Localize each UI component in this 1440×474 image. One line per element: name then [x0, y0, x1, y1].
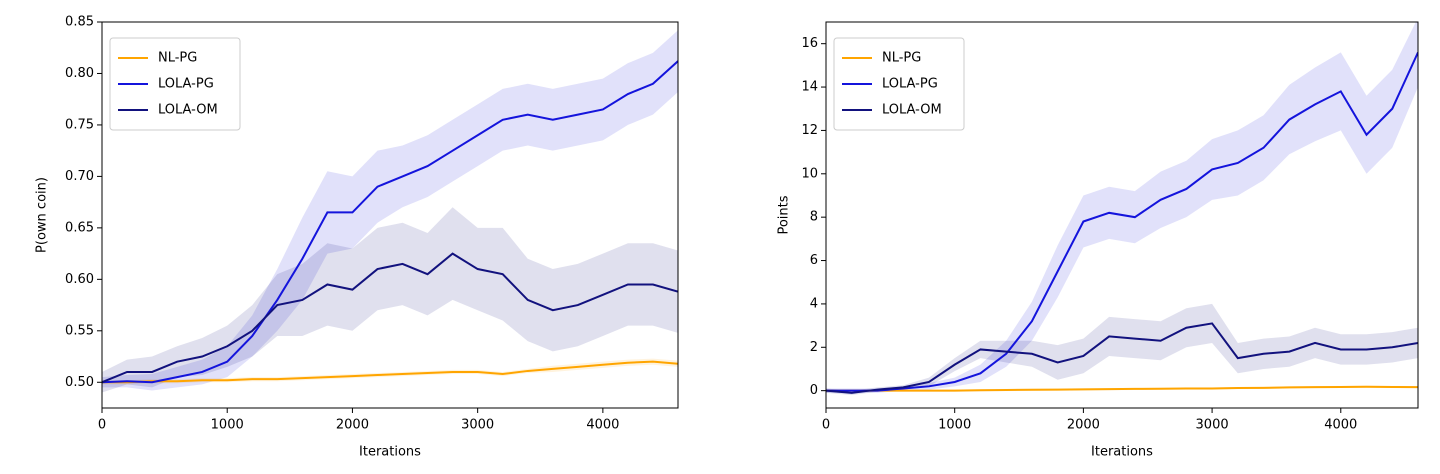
y-tick-label: 0.55 — [65, 323, 94, 338]
plot-frame — [825, 21, 1419, 409]
y-tick-label: 0.80 — [65, 66, 94, 81]
series-line — [102, 60, 678, 384]
legend-label: LOLA-OM — [158, 103, 218, 118]
x-tick-label: 4000 — [1324, 418, 1357, 433]
y-tick-label: 16 — [801, 36, 818, 51]
x-tick-label: 0 — [822, 418, 830, 433]
series-line — [826, 51, 1418, 392]
y-tick-label: 0 — [810, 383, 818, 398]
y-tick-label: 0.85 — [65, 15, 94, 30]
x-tick-label: 1000 — [938, 418, 971, 433]
y-tick-label: 0.65 — [65, 220, 94, 235]
y-tick-label: 8 — [810, 210, 818, 225]
error-band — [826, 303, 1418, 395]
x-tick-label: 3000 — [461, 418, 494, 433]
y-axis-label: P(own coin) — [35, 177, 50, 253]
y-tick-label: 0.50 — [65, 375, 94, 390]
y-tick-label: 14 — [801, 80, 818, 95]
y-tick-label: 2 — [810, 340, 818, 355]
legend-box — [109, 37, 241, 131]
legend-label: LOLA-OM — [882, 103, 942, 118]
series-line — [826, 322, 1418, 394]
y-tick-label: 4 — [810, 296, 818, 311]
legend-label: LOLA-PG — [158, 77, 214, 92]
y-axis-label: Points — [777, 195, 792, 234]
legend-label: NL-PG — [882, 51, 921, 66]
error-band — [102, 207, 678, 393]
series-line — [826, 385, 1418, 392]
series-line — [102, 360, 678, 384]
error-band — [102, 30, 678, 391]
series-line — [102, 252, 678, 384]
legend-label: LOLA-PG — [882, 77, 938, 92]
y-tick-label: 0.70 — [65, 169, 94, 184]
x-axis-label: Iterations — [359, 445, 421, 460]
x-tick-label: 2000 — [1067, 418, 1100, 433]
x-tick-label: 2000 — [336, 418, 369, 433]
legend-box — [833, 37, 965, 131]
x-tick-label: 0 — [98, 418, 106, 433]
x-tick-label: 4000 — [586, 418, 619, 433]
legend-label: NL-PG — [158, 51, 197, 66]
x-tick-label: 3000 — [1196, 418, 1229, 433]
y-tick-label: 0.60 — [65, 272, 94, 287]
plot-frame — [101, 21, 679, 409]
y-tick-label: 10 — [801, 166, 818, 181]
error-band — [102, 358, 678, 385]
x-tick-label: 1000 — [211, 418, 244, 433]
y-tick-label: 6 — [810, 253, 818, 268]
y-tick-label: 12 — [801, 123, 818, 138]
x-axis-label: Iterations — [1091, 445, 1153, 460]
error-band — [826, 22, 1418, 393]
y-tick-label: 0.75 — [65, 117, 94, 132]
